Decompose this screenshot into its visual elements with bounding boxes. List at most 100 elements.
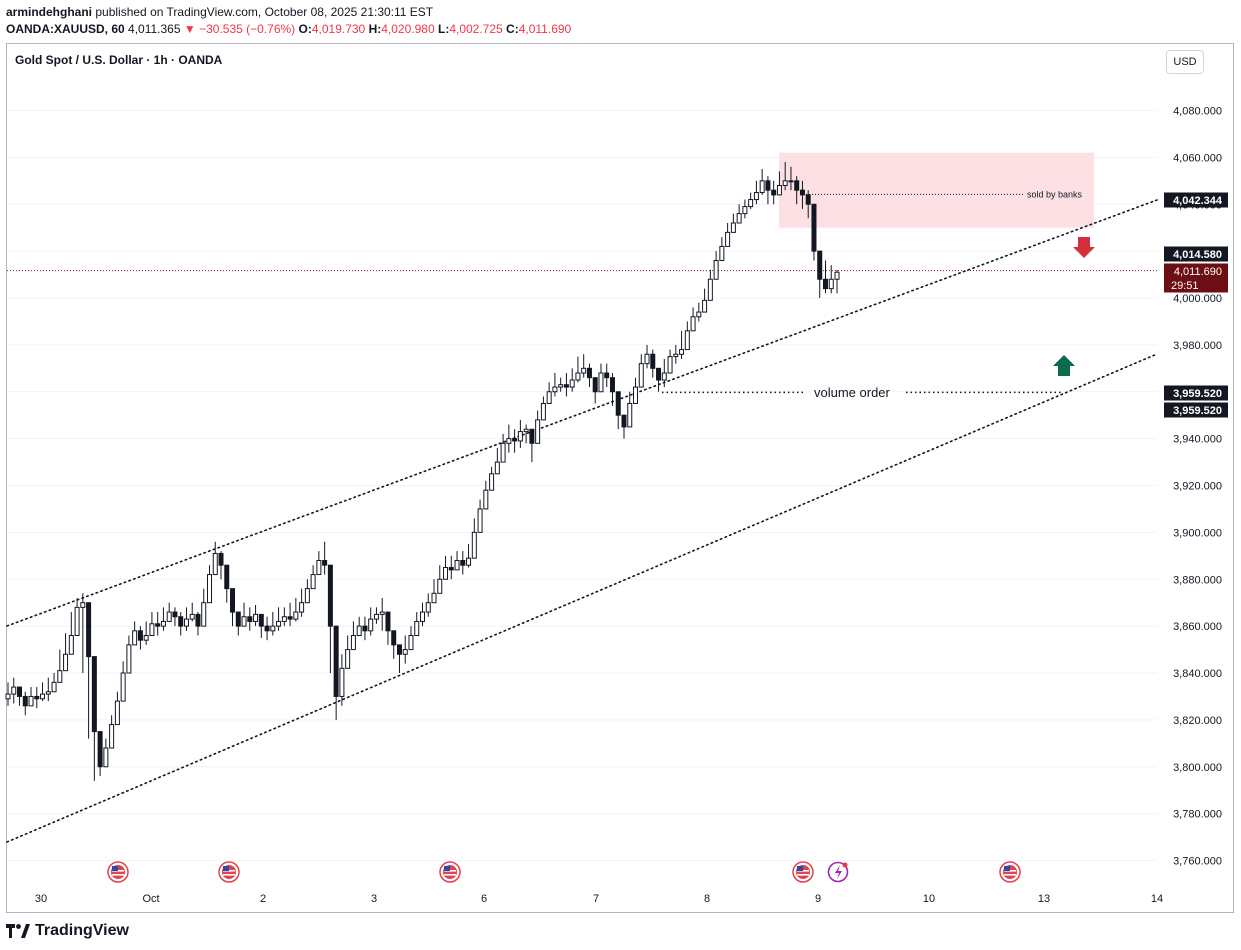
candle [702,288,708,313]
candle [771,180,777,205]
candle-body-down [592,377,598,393]
candle-body-down [34,695,40,700]
candle-body-down [91,656,97,733]
candle-body-up [535,419,541,444]
candle-body-up [103,747,109,768]
candle-body-up [443,567,449,580]
candle [155,612,161,636]
candle [126,635,132,674]
candle [563,373,569,397]
up-arrow-icon[interactable] [1053,355,1075,376]
chart-frame[interactable] [6,43,1234,913]
lower-channel-line[interactable] [6,353,1158,843]
candle [679,330,685,359]
candle-body-up [57,670,63,683]
us-flag-icon[interactable] [218,861,240,883]
candle-body-down [811,203,817,252]
y-tick-label: 4,000.000 [1173,293,1222,305]
candle-body-up [633,386,639,404]
y-tick-label: 3,940.000 [1173,434,1222,446]
candle-body-down [799,189,805,196]
tradingview-logo[interactable]: TradingView [6,922,129,940]
candle [765,176,771,205]
candle [5,682,11,706]
candle [178,612,184,636]
candle [650,349,656,378]
candle-body-up [725,231,731,247]
candle-body-down [327,564,333,627]
candle-body-up [736,213,742,224]
y-tick-label: 3,860.000 [1173,621,1222,633]
candle [253,605,259,627]
candle [80,593,86,673]
sold-by-banks-label[interactable]: sold by banks [1027,189,1083,199]
candle [581,354,587,378]
us-flag-icon[interactable] [792,861,814,883]
symbol-label: OANDA:XAUUSD, 60 [6,22,125,36]
candle-body-up [673,353,679,358]
candle [466,544,472,568]
candle [454,551,460,571]
candle-body-up [581,367,587,374]
y-tick-label: 4,080.000 [1173,106,1222,118]
candle-body-down [563,384,569,388]
candle-body-up [558,384,564,388]
candle [166,602,172,622]
chart-title: Gold Spot / U.S. Dollar · 1h · OANDA [15,53,223,67]
us-flag-icon[interactable] [107,861,129,883]
candle-body-up [51,681,57,693]
candle [22,691,28,716]
candle-body-down [609,377,615,393]
candle [552,373,558,397]
upper-channel-line[interactable] [6,199,1158,627]
us-flag-icon[interactable] [439,861,461,883]
y-tick-label: 3,880.000 [1173,574,1222,586]
candle [799,180,805,209]
candle [356,616,362,636]
volume-order-label[interactable]: volume order [814,385,891,400]
candle [218,551,224,580]
candle [68,612,74,655]
candle [696,302,702,322]
candle-body-down [529,428,535,444]
candle-body-up [638,363,644,388]
candle [656,367,662,392]
candle [368,607,374,636]
candle-body-down [512,438,518,442]
candle-body-down [822,278,828,290]
candle-body-up [667,356,673,374]
author-name[interactable]: armindehghani [6,5,93,19]
price-label-box [1164,277,1228,293]
candle [304,579,310,604]
candle-body-down [218,552,224,566]
candle [569,368,575,392]
sell-zone-box [779,152,1094,228]
candle-body-up [489,473,495,491]
candle-body-up [45,691,51,695]
candle-body-down [621,414,627,428]
price-label: 4,042.344 [1173,195,1223,207]
candle [396,644,402,673]
candle-body-up [350,635,356,651]
candle-body-down [650,353,656,369]
candle-body-up [74,606,80,636]
candle [673,344,679,364]
candle [385,611,391,645]
earnings-flash-icon[interactable] [827,861,849,883]
candle [327,564,333,673]
candle-body-up [281,616,287,622]
candle-body-down [178,616,184,627]
candle [339,654,345,706]
candle [235,611,241,636]
down-arrow-icon[interactable] [1073,237,1095,258]
candle-body-up [109,724,115,749]
us-flag-icon[interactable] [999,861,1021,883]
currency-button[interactable]: USD [1166,50,1204,74]
candle [230,588,236,627]
candle [86,602,92,739]
candle [373,607,379,624]
candle-body-down [322,560,328,566]
candle-body-up [552,386,558,393]
candle-body-up [759,180,765,194]
